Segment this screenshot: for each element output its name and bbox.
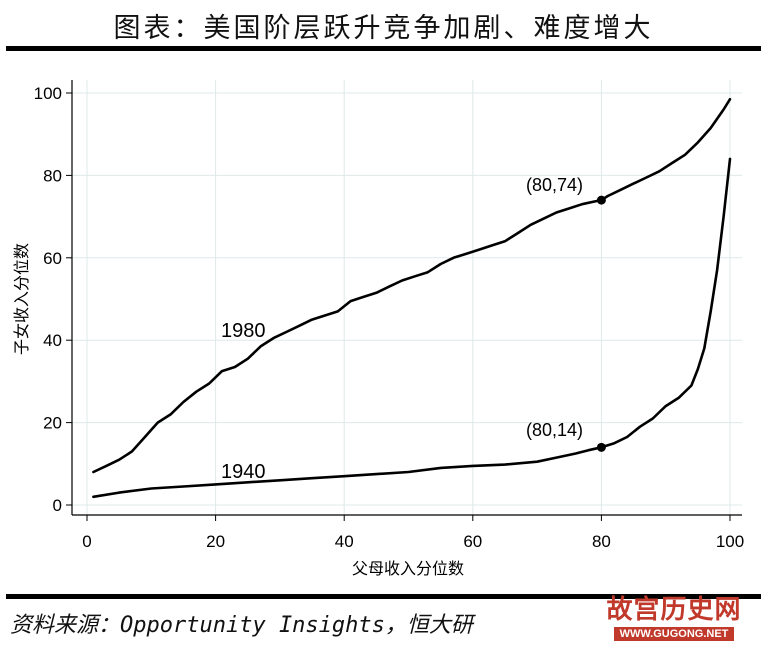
x-tick-label: 0 — [82, 532, 91, 551]
x-tick-label: 80 — [592, 532, 611, 551]
watermark-text: 故宫历史网 — [606, 595, 742, 625]
chart-ticks: 0 20 40 60 80 100 0 20 40 60 80 100 — [34, 84, 745, 551]
x-tick-label: 20 — [206, 532, 225, 551]
watermark-url: WWW.GUGONG.NET — [613, 627, 735, 641]
page-title: 图表：美国阶层跃升竞争加剧、难度增大 — [113, 13, 654, 44]
y-tick-label: 80 — [43, 166, 62, 185]
series-line-1980 — [92, 97, 732, 474]
annotation-1940-label: (80,14) — [526, 420, 583, 440]
top-rule — [6, 46, 761, 51]
bottom-rule — [6, 594, 761, 599]
chart: 0 20 40 60 80 100 0 20 40 60 80 100 父母收入分位数 子女收入分位数… — [12, 80, 745, 578]
y-tick-label: 40 — [43, 331, 62, 350]
source-note: 资料来源：Opportunity Insights，恒大研 — [10, 613, 473, 638]
series-line-1940 — [92, 157, 732, 499]
marker-1980 — [596, 195, 606, 205]
x-tick-label: 60 — [463, 532, 482, 551]
annotation-1980-label: (80,74) — [526, 175, 583, 195]
series-label-1940: 1940 — [221, 461, 266, 483]
series-label-1980: 1980 — [221, 320, 266, 342]
chart-lines — [92, 97, 732, 499]
watermark-logo: 故宫历史网 WWW.GUGONG.NET — [594, 596, 754, 642]
x-tick-label: 100 — [716, 532, 744, 551]
x-tick-label: 40 — [335, 532, 354, 551]
chart-markers — [596, 195, 606, 452]
y-tick-label: 100 — [34, 84, 62, 103]
chart-axes — [71, 80, 742, 516]
x-axis-title: 父母收入分位数 — [352, 559, 464, 578]
y-axis-title: 子女收入分位数 — [12, 243, 31, 355]
marker-1940 — [596, 442, 606, 452]
y-tick-label: 0 — [53, 496, 62, 515]
chart-grid — [72, 80, 742, 515]
y-tick-label: 20 — [43, 414, 62, 433]
y-tick-label: 60 — [43, 249, 62, 268]
